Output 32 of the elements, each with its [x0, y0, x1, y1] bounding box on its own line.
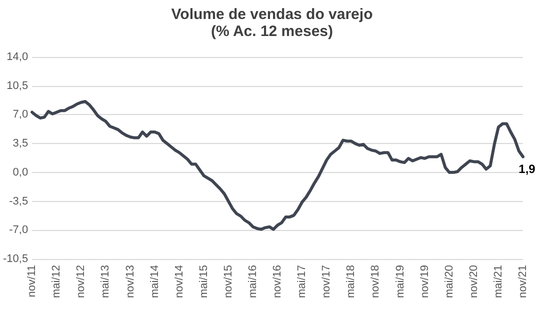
data-label: 1,9: [518, 162, 536, 176]
x-tick-label: nov/16: [272, 265, 284, 298]
chart-title: Volume de vendas do varejo: [171, 6, 373, 23]
x-tick-label: mai/12: [50, 265, 63, 298]
x-tick-label: nov/19: [418, 265, 431, 298]
y-tick-label: -3,5: [9, 195, 28, 208]
y-tick-label: 3,5: [12, 138, 28, 150]
chart-subtitle: (% Ac. 12 meses): [210, 23, 334, 40]
y-tick-label: 7,0: [12, 108, 28, 121]
x-tick-label: mai/16: [246, 265, 259, 298]
x-tick-label: nov/18: [370, 265, 382, 298]
x-tick-label: nov/15: [222, 265, 234, 298]
y-tick-label: -10,5: [2, 253, 28, 265]
x-tick-label: nov/20: [468, 265, 480, 298]
x-tick-label: nov/21: [517, 265, 529, 298]
x-tick-label: mai/18: [345, 265, 358, 298]
x-tick-label: nov/12: [75, 265, 88, 298]
x-tick-label: nov/14: [173, 265, 186, 298]
x-tick-label: nov/11: [26, 265, 38, 298]
x-tick-label: mai/15: [198, 265, 210, 298]
x-tick-label: nov/13: [124, 265, 136, 298]
y-tick-label: 0,0: [12, 166, 28, 178]
x-tick-label: mai/19: [394, 265, 406, 298]
x-tick-label: mai/17: [296, 265, 308, 298]
x-tick-label: nov/17: [320, 265, 333, 298]
x-tick-label: mai/14: [148, 265, 161, 298]
x-tick-label: mai/20: [443, 265, 456, 298]
x-tick-label: mai/13: [100, 265, 112, 298]
y-tick-label: 14,0: [6, 51, 28, 63]
x-tick-label: mai/21: [492, 265, 504, 298]
y-tick-label: -7,0: [9, 224, 28, 236]
y-tick-label: 10,5: [6, 80, 28, 92]
